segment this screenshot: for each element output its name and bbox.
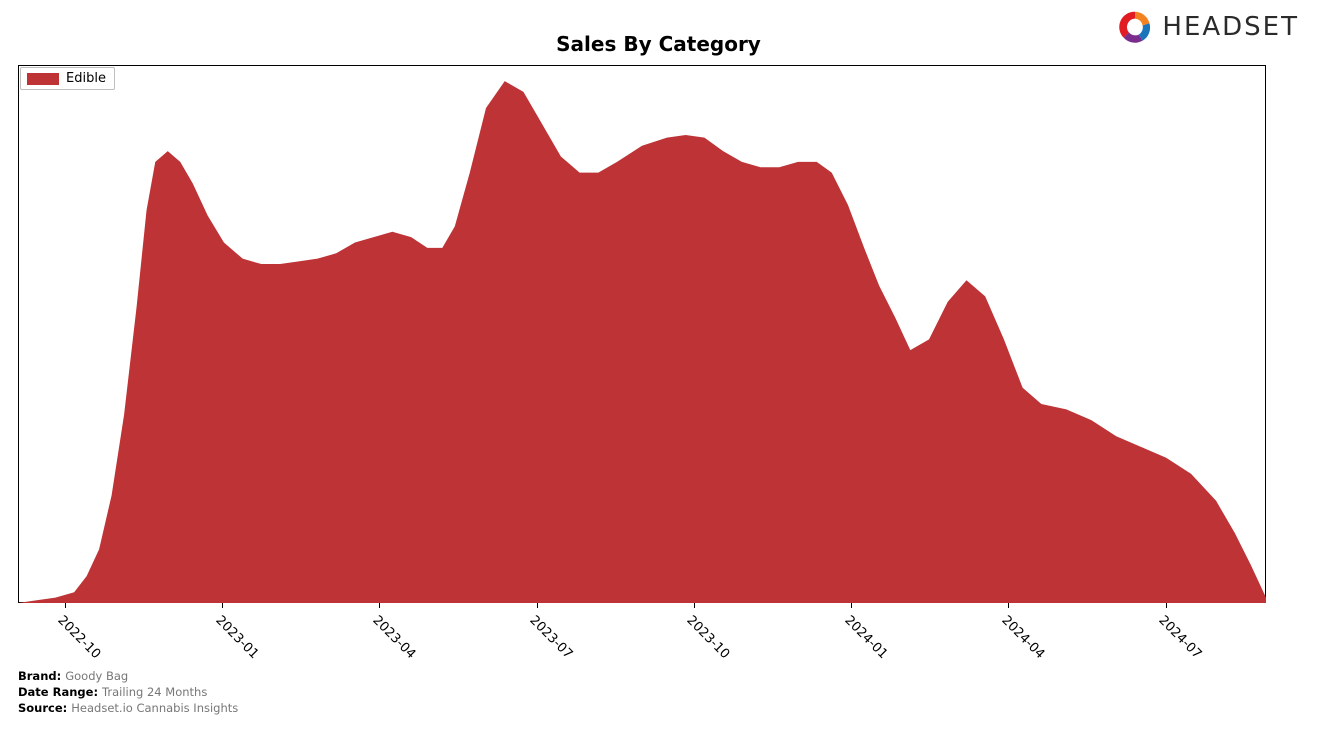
footer-row: Source: Headset.io Cannabis Insights (18, 700, 238, 716)
x-tick-mark (537, 603, 538, 608)
footer-value: Trailing 24 Months (102, 685, 207, 699)
footer-key: Date Range: (18, 685, 102, 699)
x-tick-mark (379, 603, 380, 608)
area-series-edible (18, 81, 1266, 603)
legend-label: Edible (66, 71, 106, 86)
legend: Edible (20, 67, 115, 90)
footer-row: Brand: Goody Bag (18, 668, 238, 684)
footer-row: Date Range: Trailing 24 Months (18, 684, 238, 700)
area-chart (0, 0, 1317, 738)
footer-key: Brand: (18, 669, 65, 683)
footer-value: Headset.io Cannabis Insights (71, 701, 238, 715)
legend-swatch (27, 73, 59, 85)
x-tick-mark (65, 603, 66, 608)
x-tick-mark (694, 603, 695, 608)
footer-key: Source: (18, 701, 71, 715)
x-tick-mark (222, 603, 223, 608)
chart-footer: Brand: Goody BagDate Range: Trailing 24 … (18, 668, 238, 716)
footer-value: Goody Bag (65, 669, 128, 683)
x-tick-mark (1166, 603, 1167, 608)
x-tick-mark (851, 603, 852, 608)
x-tick-mark (1008, 603, 1009, 608)
